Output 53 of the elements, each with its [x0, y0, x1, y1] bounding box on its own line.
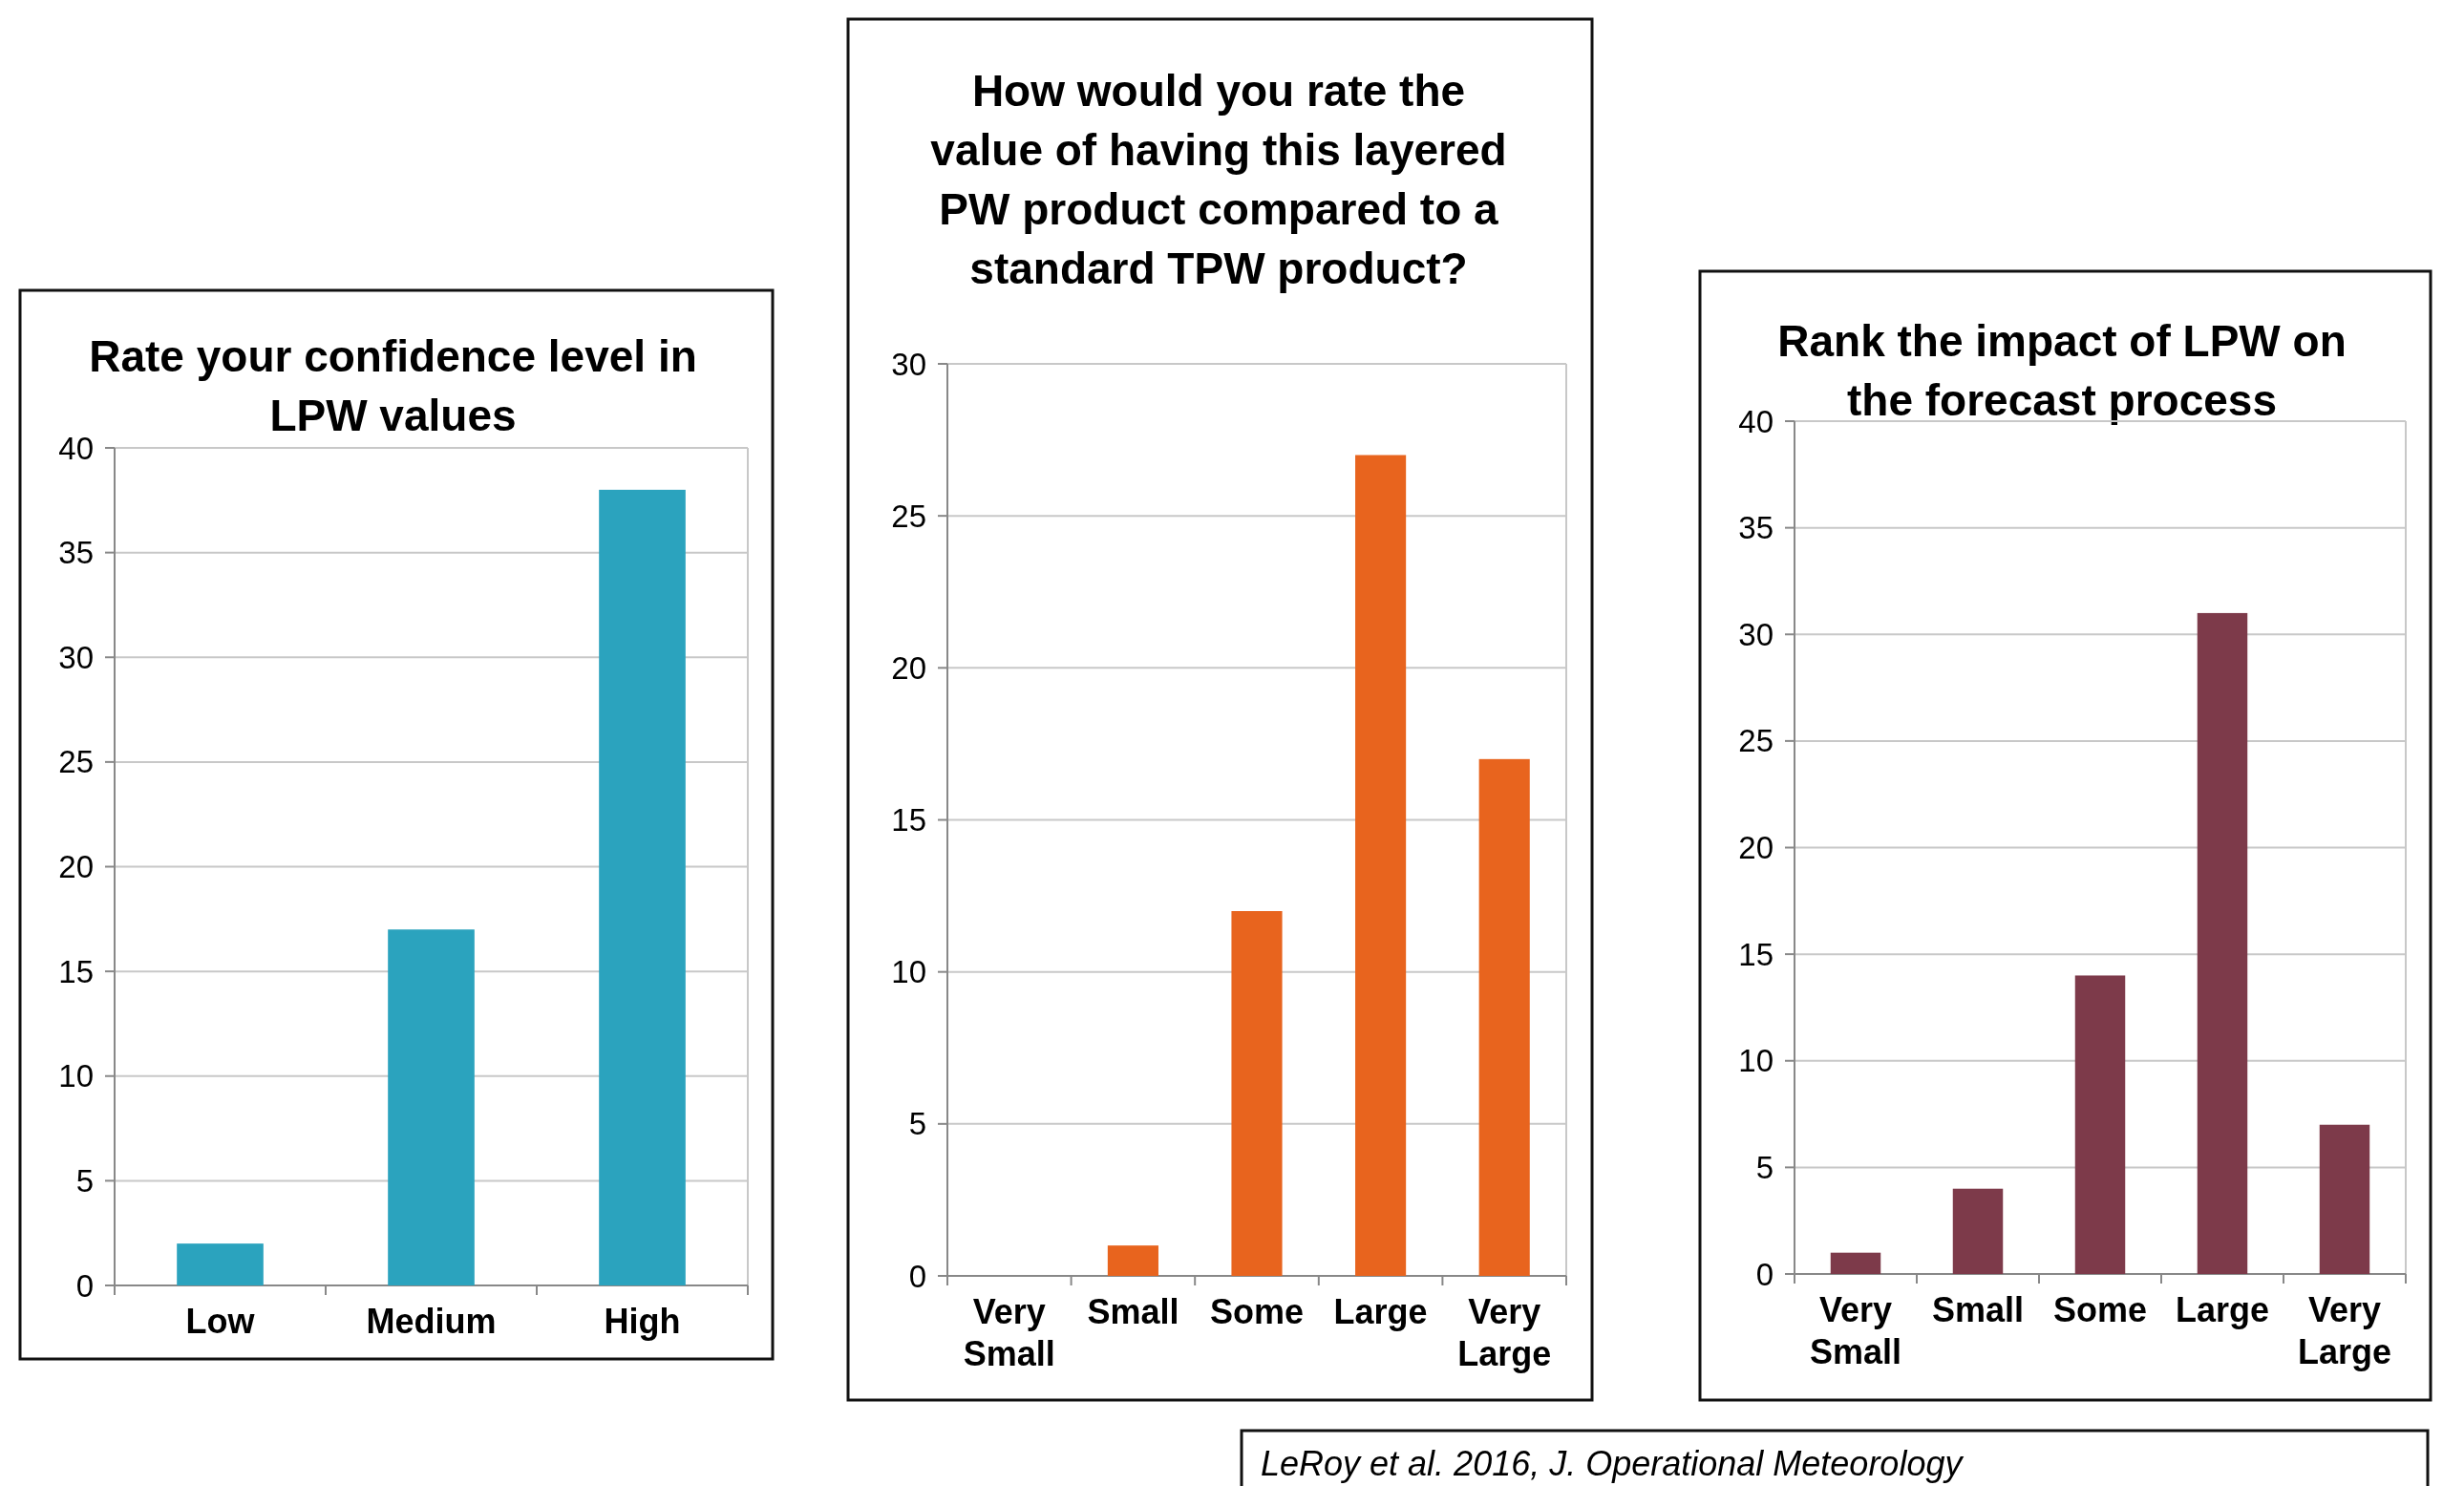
bar [1830, 1252, 1881, 1275]
y-tick-label: 35 [1738, 510, 1774, 546]
y-tick-label: 10 [891, 954, 926, 990]
x-tick-label: Very Small [963, 1292, 1055, 1373]
x-tick-label: Some [2052, 1290, 2148, 1329]
bar [1231, 911, 1283, 1276]
x-tick-label: Large [2175, 1290, 2270, 1329]
y-tick-label: 40 [1738, 403, 1774, 439]
y-tick-label: 25 [1738, 723, 1774, 759]
y-tick-label: 20 [58, 849, 94, 885]
y-tick-label: 0 [75, 1267, 94, 1304]
y-tick-label: 40 [58, 430, 94, 466]
y-tick-label: 25 [891, 498, 926, 534]
bar [1355, 455, 1407, 1276]
x-tick-label: Very Large [2297, 1290, 2392, 1371]
y-tick-label: 30 [1738, 616, 1774, 652]
bar [1478, 758, 1530, 1276]
x-tick-label: Low [185, 1302, 256, 1341]
bar [2197, 612, 2248, 1274]
y-tick-label: 10 [1738, 1043, 1774, 1079]
bar [1952, 1188, 2004, 1274]
bar [599, 489, 686, 1285]
bar [2074, 975, 2126, 1274]
y-tick-label: 35 [58, 535, 94, 571]
x-tick-label: Small [1931, 1290, 2025, 1329]
bar [388, 929, 475, 1285]
bar [177, 1243, 264, 1285]
x-tick-label: Some [1209, 1292, 1305, 1331]
text: LeRoy et al. 2016, J. Operational Meteorology [1261, 1443, 1965, 1483]
x-tick-label: Very Small [1809, 1290, 1902, 1371]
y-tick-label: 20 [891, 649, 926, 686]
y-tick-label: 0 [908, 1258, 926, 1294]
y-tick-label: 20 [1738, 830, 1774, 866]
y-tick-label: 25 [58, 744, 94, 780]
y-tick-label: 15 [58, 953, 94, 989]
x-tick-label: Large [1333, 1292, 1428, 1331]
y-tick-label: 15 [891, 802, 926, 839]
x-tick-label: High [604, 1302, 681, 1341]
y-tick-label: 30 [58, 639, 94, 675]
y-tick-label: 15 [1738, 936, 1774, 972]
x-tick-label: Small [1087, 1292, 1179, 1331]
y-tick-label: 5 [908, 1106, 926, 1142]
y-tick-label: 30 [891, 346, 926, 382]
chart-title: Rank the impact of LPW on the forecast process [1777, 316, 2347, 426]
x-tick-label: Very Large [1457, 1292, 1552, 1373]
y-tick-label: 5 [75, 1162, 94, 1199]
y-tick-label: 10 [58, 1058, 94, 1094]
y-tick-label: 5 [1755, 1149, 1774, 1185]
y-tick-label: 0 [1755, 1256, 1774, 1292]
bar [1107, 1245, 1158, 1276]
chart-title: How would you rate the value of having this layered PW product compared to a standard TPW product? [930, 66, 1507, 294]
bar [2319, 1124, 2370, 1274]
x-tick-label: Medium [366, 1302, 497, 1341]
